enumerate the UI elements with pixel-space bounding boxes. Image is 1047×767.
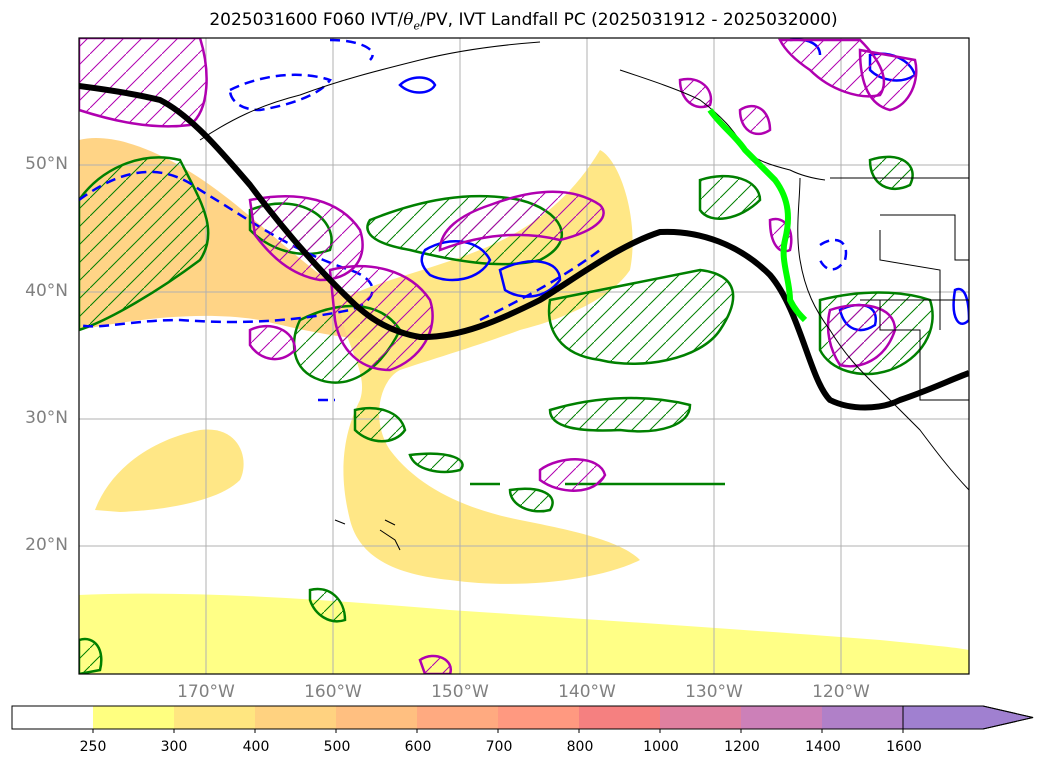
colorbar-label: 1000	[643, 739, 679, 755]
colorbar-segment	[741, 706, 822, 729]
colorbar-segment	[660, 706, 741, 729]
steering-line	[79, 83, 969, 411]
colorbar-outline	[11, 705, 1034, 730]
colorbar-label: 800	[566, 739, 594, 755]
ivt-central-plume	[340, 150, 640, 584]
landfall-line	[707, 108, 808, 323]
colorbar-label: 1200	[724, 739, 760, 755]
lon-label-160w: 160°W	[304, 682, 362, 702]
lon-label-170w: 170°W	[177, 682, 235, 702]
colorbar-label: 250	[79, 739, 107, 755]
lat-label-30: 30°N	[25, 408, 68, 428]
colorbar-segment	[822, 706, 903, 729]
colorbar-segment	[579, 706, 660, 729]
colorbar-extend-arrow	[902, 705, 1034, 730]
coastlines	[199, 41, 969, 551]
colorbar-segment	[255, 706, 336, 729]
colorbar-segment	[93, 706, 174, 729]
pv-contours-magenta	[79, 38, 918, 674]
map-title: 2025031600 F060 IVT/θe/PV, IVT Landfall …	[209, 10, 838, 33]
colorbar-segment	[12, 706, 93, 729]
lon-label-140w: 140°W	[558, 682, 616, 702]
colorbar-label: 300	[160, 739, 188, 755]
ivt-tropical-band	[79, 593, 969, 674]
colorbar-segment	[336, 706, 417, 729]
colorbar-label: 500	[323, 739, 351, 755]
colorbar-segment	[498, 706, 579, 729]
colorbar-segment	[417, 706, 498, 729]
lat-label-20: 20°N	[25, 535, 68, 555]
colorbar-label: 600	[404, 739, 432, 755]
lat-label-50: 50°N	[25, 154, 68, 174]
lat-label-40: 40°N	[25, 281, 68, 301]
colorbar-segment	[174, 706, 255, 729]
colorbar-label: 1600	[886, 739, 922, 755]
colorbar	[11, 705, 1034, 733]
colorbar-label: 1400	[805, 739, 841, 755]
map-frame	[78, 37, 970, 675]
lon-label-120w: 120°W	[812, 682, 870, 702]
colorbar-label: 700	[485, 739, 513, 755]
gridlines	[79, 38, 969, 674]
lon-label-150w: 150°W	[431, 682, 489, 702]
colorbar-label: 400	[242, 739, 270, 755]
map-area	[79, 38, 969, 674]
lon-label-130w: 130°W	[685, 682, 743, 702]
